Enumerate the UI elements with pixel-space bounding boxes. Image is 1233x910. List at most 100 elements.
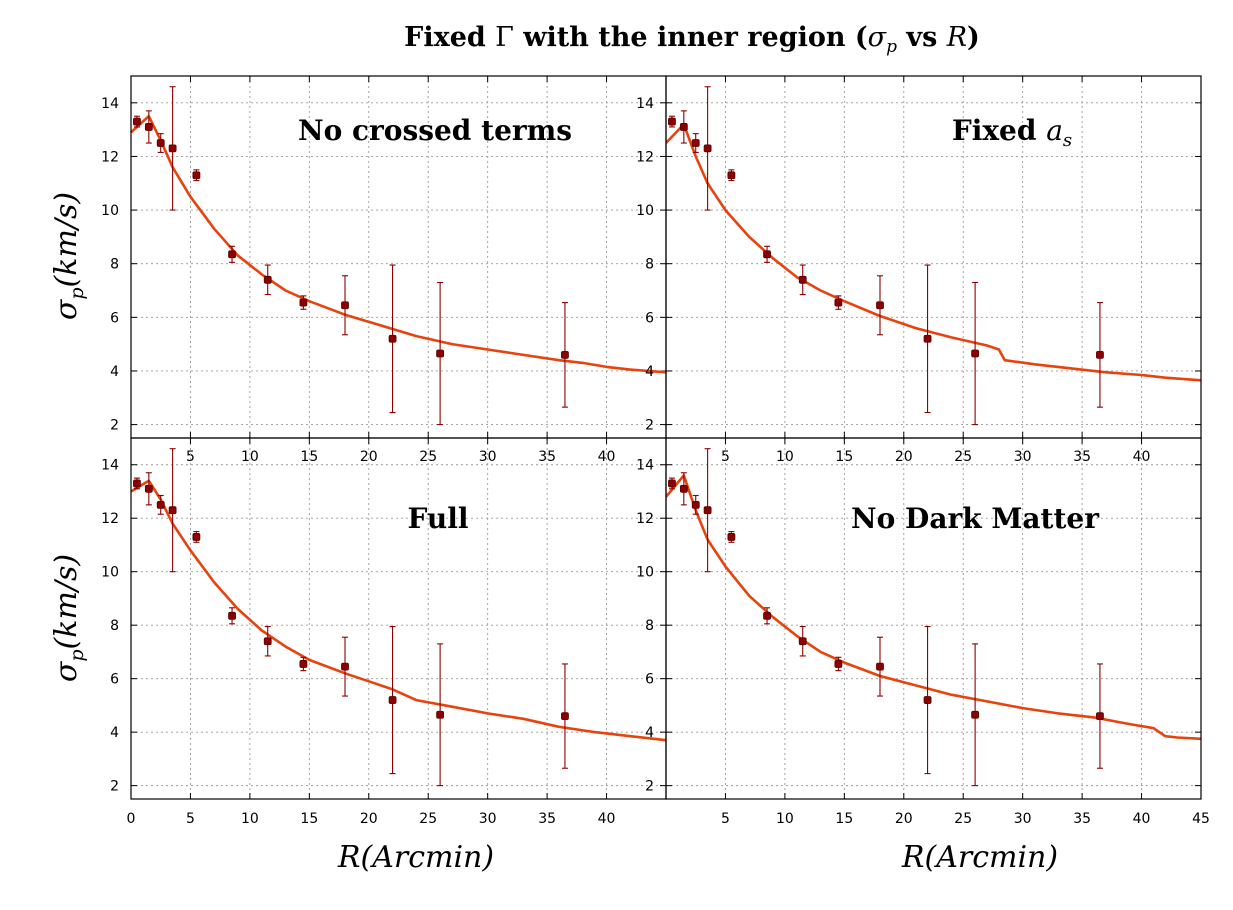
data-point [691, 494, 700, 515]
data-point [144, 472, 153, 506]
panel-label-fixed-as-text: Fixed [952, 114, 1046, 147]
data-point [263, 264, 272, 296]
data-point [436, 281, 445, 426]
data-marker [228, 250, 236, 259]
data-point [691, 133, 700, 153]
data-marker [668, 117, 676, 126]
ylabel-bottom-rest: (km/s) [49, 554, 84, 650]
data-point [156, 133, 165, 153]
title-sub: p [886, 37, 897, 57]
data-marker [798, 275, 807, 284]
data-point [133, 115, 141, 128]
xlabel-right: R(Arcmin) [901, 840, 1058, 875]
x-tick-label: 15 [835, 449, 853, 465]
title-lead: Fixed [404, 22, 495, 53]
x-tick-label: 40 [1133, 449, 1151, 465]
data-marker [727, 533, 736, 541]
y-tick-label: 4 [110, 725, 119, 741]
data-marker [668, 479, 676, 488]
title-sigma: σ [868, 22, 888, 53]
data-marker [561, 350, 569, 359]
data-point [228, 245, 236, 263]
figure-title: Fixed Γ with the inner region (σp vs R) [404, 22, 980, 57]
data-point [263, 625, 272, 657]
data-point [876, 636, 884, 697]
data-point [727, 169, 736, 182]
data-marker [876, 301, 884, 310]
x-tick-label: 5 [721, 811, 730, 827]
data-marker [691, 139, 700, 147]
data-point [1096, 663, 1104, 769]
panel-frame [665, 437, 1202, 800]
data-point [156, 494, 165, 515]
data-marker [436, 349, 445, 358]
data-marker [798, 637, 807, 646]
data-point [299, 295, 308, 310]
data-marker [691, 500, 700, 509]
data-marker [263, 637, 272, 646]
y-tick-label: 12 [636, 149, 654, 165]
x-tick-label: 25 [419, 811, 437, 827]
panel-label-full: Full [407, 502, 468, 535]
data-marker [834, 298, 843, 307]
data-marker [876, 662, 884, 671]
data-point [763, 245, 771, 263]
y-tick-label: 14 [101, 458, 119, 474]
data-marker [436, 710, 445, 719]
ylabel-bottom: σp(km/s) [49, 554, 88, 682]
data-point [834, 656, 843, 672]
y-tick-label: 2 [645, 779, 654, 795]
data-marker [923, 334, 932, 343]
xlabel-left: R(Arcmin) [337, 840, 494, 875]
ylabel-top-rest: (km/s) [49, 192, 84, 288]
data-marker [299, 660, 308, 668]
data-point [299, 656, 308, 672]
y-tick-label: 6 [110, 310, 119, 326]
data-point [876, 275, 884, 336]
x-tick-label: 35 [538, 449, 556, 465]
y-tick-label: 2 [110, 418, 119, 434]
y-tick-label: 2 [110, 779, 119, 795]
x-tick-label: 15 [835, 811, 853, 827]
data-marker [703, 506, 712, 515]
title-gamma: Γ [495, 22, 514, 53]
x-tick-label: 40 [598, 811, 616, 827]
data-marker [923, 696, 932, 704]
data-marker [168, 506, 177, 515]
y-tick-label: 4 [645, 364, 654, 380]
data-point [192, 531, 201, 543]
data-point [168, 448, 177, 573]
x-tick-label: 40 [1133, 811, 1151, 827]
title-vs: vs [897, 22, 947, 53]
data-marker [834, 660, 843, 668]
model-curve [665, 474, 1202, 741]
title-mid: with the inner region ( [514, 22, 868, 53]
data-marker [156, 500, 165, 509]
model-curve [130, 114, 667, 374]
title-r: R [946, 22, 967, 53]
ylabel-top-sub: p [66, 287, 88, 299]
y-tick-label: 8 [645, 618, 654, 634]
data-marker [561, 712, 569, 721]
x-tick-label: 25 [419, 449, 437, 465]
data-marker [144, 123, 153, 131]
x-tick-label: 15 [300, 811, 318, 827]
panel-label-fixed-as-sub: s [1063, 130, 1072, 151]
x-tick-label: 20 [360, 811, 378, 827]
data-marker [1096, 712, 1104, 721]
data-point [133, 477, 141, 490]
data-marker [341, 662, 349, 671]
data-point [971, 281, 980, 426]
data-marker [144, 484, 153, 493]
data-marker [1096, 350, 1104, 359]
x-tick-label: 15 [300, 449, 318, 465]
data-point [834, 295, 843, 310]
ylabel-bottom-sub: p [66, 649, 88, 661]
x-tick-label: 10 [776, 449, 794, 465]
data-point [668, 115, 676, 128]
data-marker [388, 696, 397, 704]
data-point [971, 643, 980, 787]
data-point [341, 636, 349, 697]
data-point [388, 264, 397, 414]
